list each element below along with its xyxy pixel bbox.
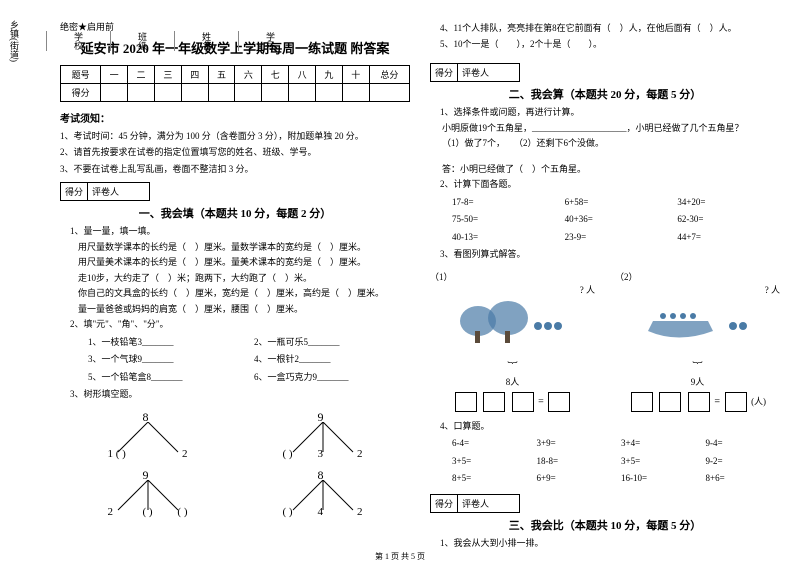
tree-row-1: 8 1 ( ) 2 9 ( ) 3 2 [60,410,410,460]
instructions-list: 1、考试时间：45 分钟，满分为 100 分（含卷面分 3 分），附加题单独 2… [60,129,410,176]
section1-title: 一、我会填（本题共 10 分，每题 2 分） [60,205,410,221]
instr-2: 2、请首先按要求在试卷的指定位置填写您的姓名、班级、学号。 [60,145,410,159]
row-score: 得分 [61,84,101,102]
grader-label: 评卷人 [88,183,123,200]
boat-illustration [638,296,758,356]
instr-3: 3、不要在试卷上乱写乱画，卷面不整洁扣 3 分。 [60,162,410,176]
q2b: 2、一瓶可乐5_______ [254,336,410,350]
s2q1ans: 答：小明已经做了（ ）个五角星。 [442,163,780,177]
th-num: 题号 [61,66,101,84]
th-total: 总分 [369,66,409,84]
q4: 4、11个人排队，亮亮排在第8在它前面有（ ）人，在他后面有（ ）人。 [440,22,780,36]
tree-1: 8 1 ( ) 2 [98,410,198,460]
tree-row-2: 9 2 ( ) ( ) 8 ( ) 4 2 [60,468,410,518]
s2q1: 1、选择条件或问题，再进行计算。 [440,106,780,120]
equation-2: = (人) [615,392,780,412]
th-5: 五 [208,66,235,84]
instr-1: 1、考试时间：45 分钟，满分为 100 分（含卷面分 3 分），附加题单独 2… [60,129,410,143]
section-score-box-2: 得分 评卷人 [430,63,520,82]
th-6: 六 [235,66,262,84]
section2-title: 二、我会算（本题共 20 分，每题 5 分） [430,86,780,102]
trees-illustration [453,296,573,356]
vlabel-school: 学校 [72,32,85,50]
page-footer: 第 1 页 共 5 页 [0,551,800,562]
q5: 5、10个一是（ ），2个十是（ ）。 [440,38,780,52]
s2q1a: 小明原做19个五角星，_____________________，小明已经做了几… [442,122,780,136]
section-score-box-3: 得分 评卷人 [430,494,520,513]
q1: 1、量一量，填一填。 [70,225,410,239]
s2q2: 2、计算下面各题。 [440,178,780,192]
score-label: 得分 [61,183,88,200]
th-4: 四 [181,66,208,84]
q2title: 2、填"元"、"角"、"分"。 [70,318,410,332]
th-2: 二 [128,66,155,84]
vlabel-town: 乡镇(街道) [8,20,21,62]
vlabel-studentid: 学号 [264,32,277,50]
q2a: 1、一枝铅笔3_______ [88,336,244,350]
th-8: 八 [289,66,316,84]
s2q3: 3、看图列算式解答。 [440,248,780,262]
q1c: 走10步，大约走了（ ）米；跑两下，大约跑了（ ）米。 [78,272,410,286]
th-9: 九 [316,66,343,84]
q2c: 3、一个气球9_______ [88,353,244,367]
tree-2: 9 ( ) 3 2 [273,410,373,460]
th-1: 一 [101,66,128,84]
q2d: 4、一根针2_______ [254,353,410,367]
s3q1: 1、我会从大到小排一排。 [440,537,780,551]
th-10: 十 [342,66,369,84]
tree-4: 8 ( ) 4 2 [273,468,373,518]
q1a: 用尺量数学课本的长约是（ ）厘米。量数学课本的宽约是（ ）厘米。 [78,241,410,255]
q2e: 5、一个铅笔盒8_______ [88,371,244,385]
section3-title: 三、我会比（本题共 10 分，每题 5 分） [430,517,780,533]
left-column: 绝密★启用前 延安市 2020 年一年级数学上学期每周一练试题 附答案 题号 一… [50,20,420,535]
s2q1b: （1）做了7个， （2）还剩下6个没做。 [442,137,780,151]
q1b: 用尺量美术课本的长约是（ ）厘米。量美术课本的宽约是（ ）厘米。 [78,256,410,270]
q1d: 你自己的文具盒的长约（ ）厘米，宽约是（ ）厘米，高约是（ ）厘米。 [78,287,410,301]
section-score-box-1: 得分 评卷人 [60,182,150,201]
s2q4: 4、口算题。 [440,420,780,434]
page-container: 绝密★启用前 延安市 2020 年一年级数学上学期每周一练试题 附答案 题号 一… [0,0,800,540]
score-table: 题号 一 二 三 四 五 六 七 八 九 十 总分 得分 [60,65,410,102]
right-column: 4、11个人排队，亮亮排在第8在它前面有（ ）人，在他后面有（ ）人。 5、10… [420,20,790,535]
picture-problems: （1） ? 人 ︸ 8人 [430,270,780,412]
pic-1: （1） ? 人 ︸ 8人 [430,270,595,412]
equation-1: = [430,392,595,412]
q3: 3、树形填空题。 [70,388,410,402]
pic-2: （2） ? 人 ︸ 9人 [615,270,780,412]
instructions-title: 考试须知： [60,110,410,125]
vlabel-class: 班级 [136,32,149,50]
q2f: 6、一盒巧克力9_______ [254,371,410,385]
th-7: 七 [262,66,289,84]
q1e: 量一量爸爸或妈妈的肩宽（ ）厘米，腰围（ ）厘米。 [78,303,410,317]
binding-margin: 学号 姓名 班级 学校 乡镇(街道) [8,20,277,62]
vlabel-name: 姓名 [200,32,213,50]
th-3: 三 [154,66,181,84]
tree-3: 9 2 ( ) ( ) [98,468,198,518]
